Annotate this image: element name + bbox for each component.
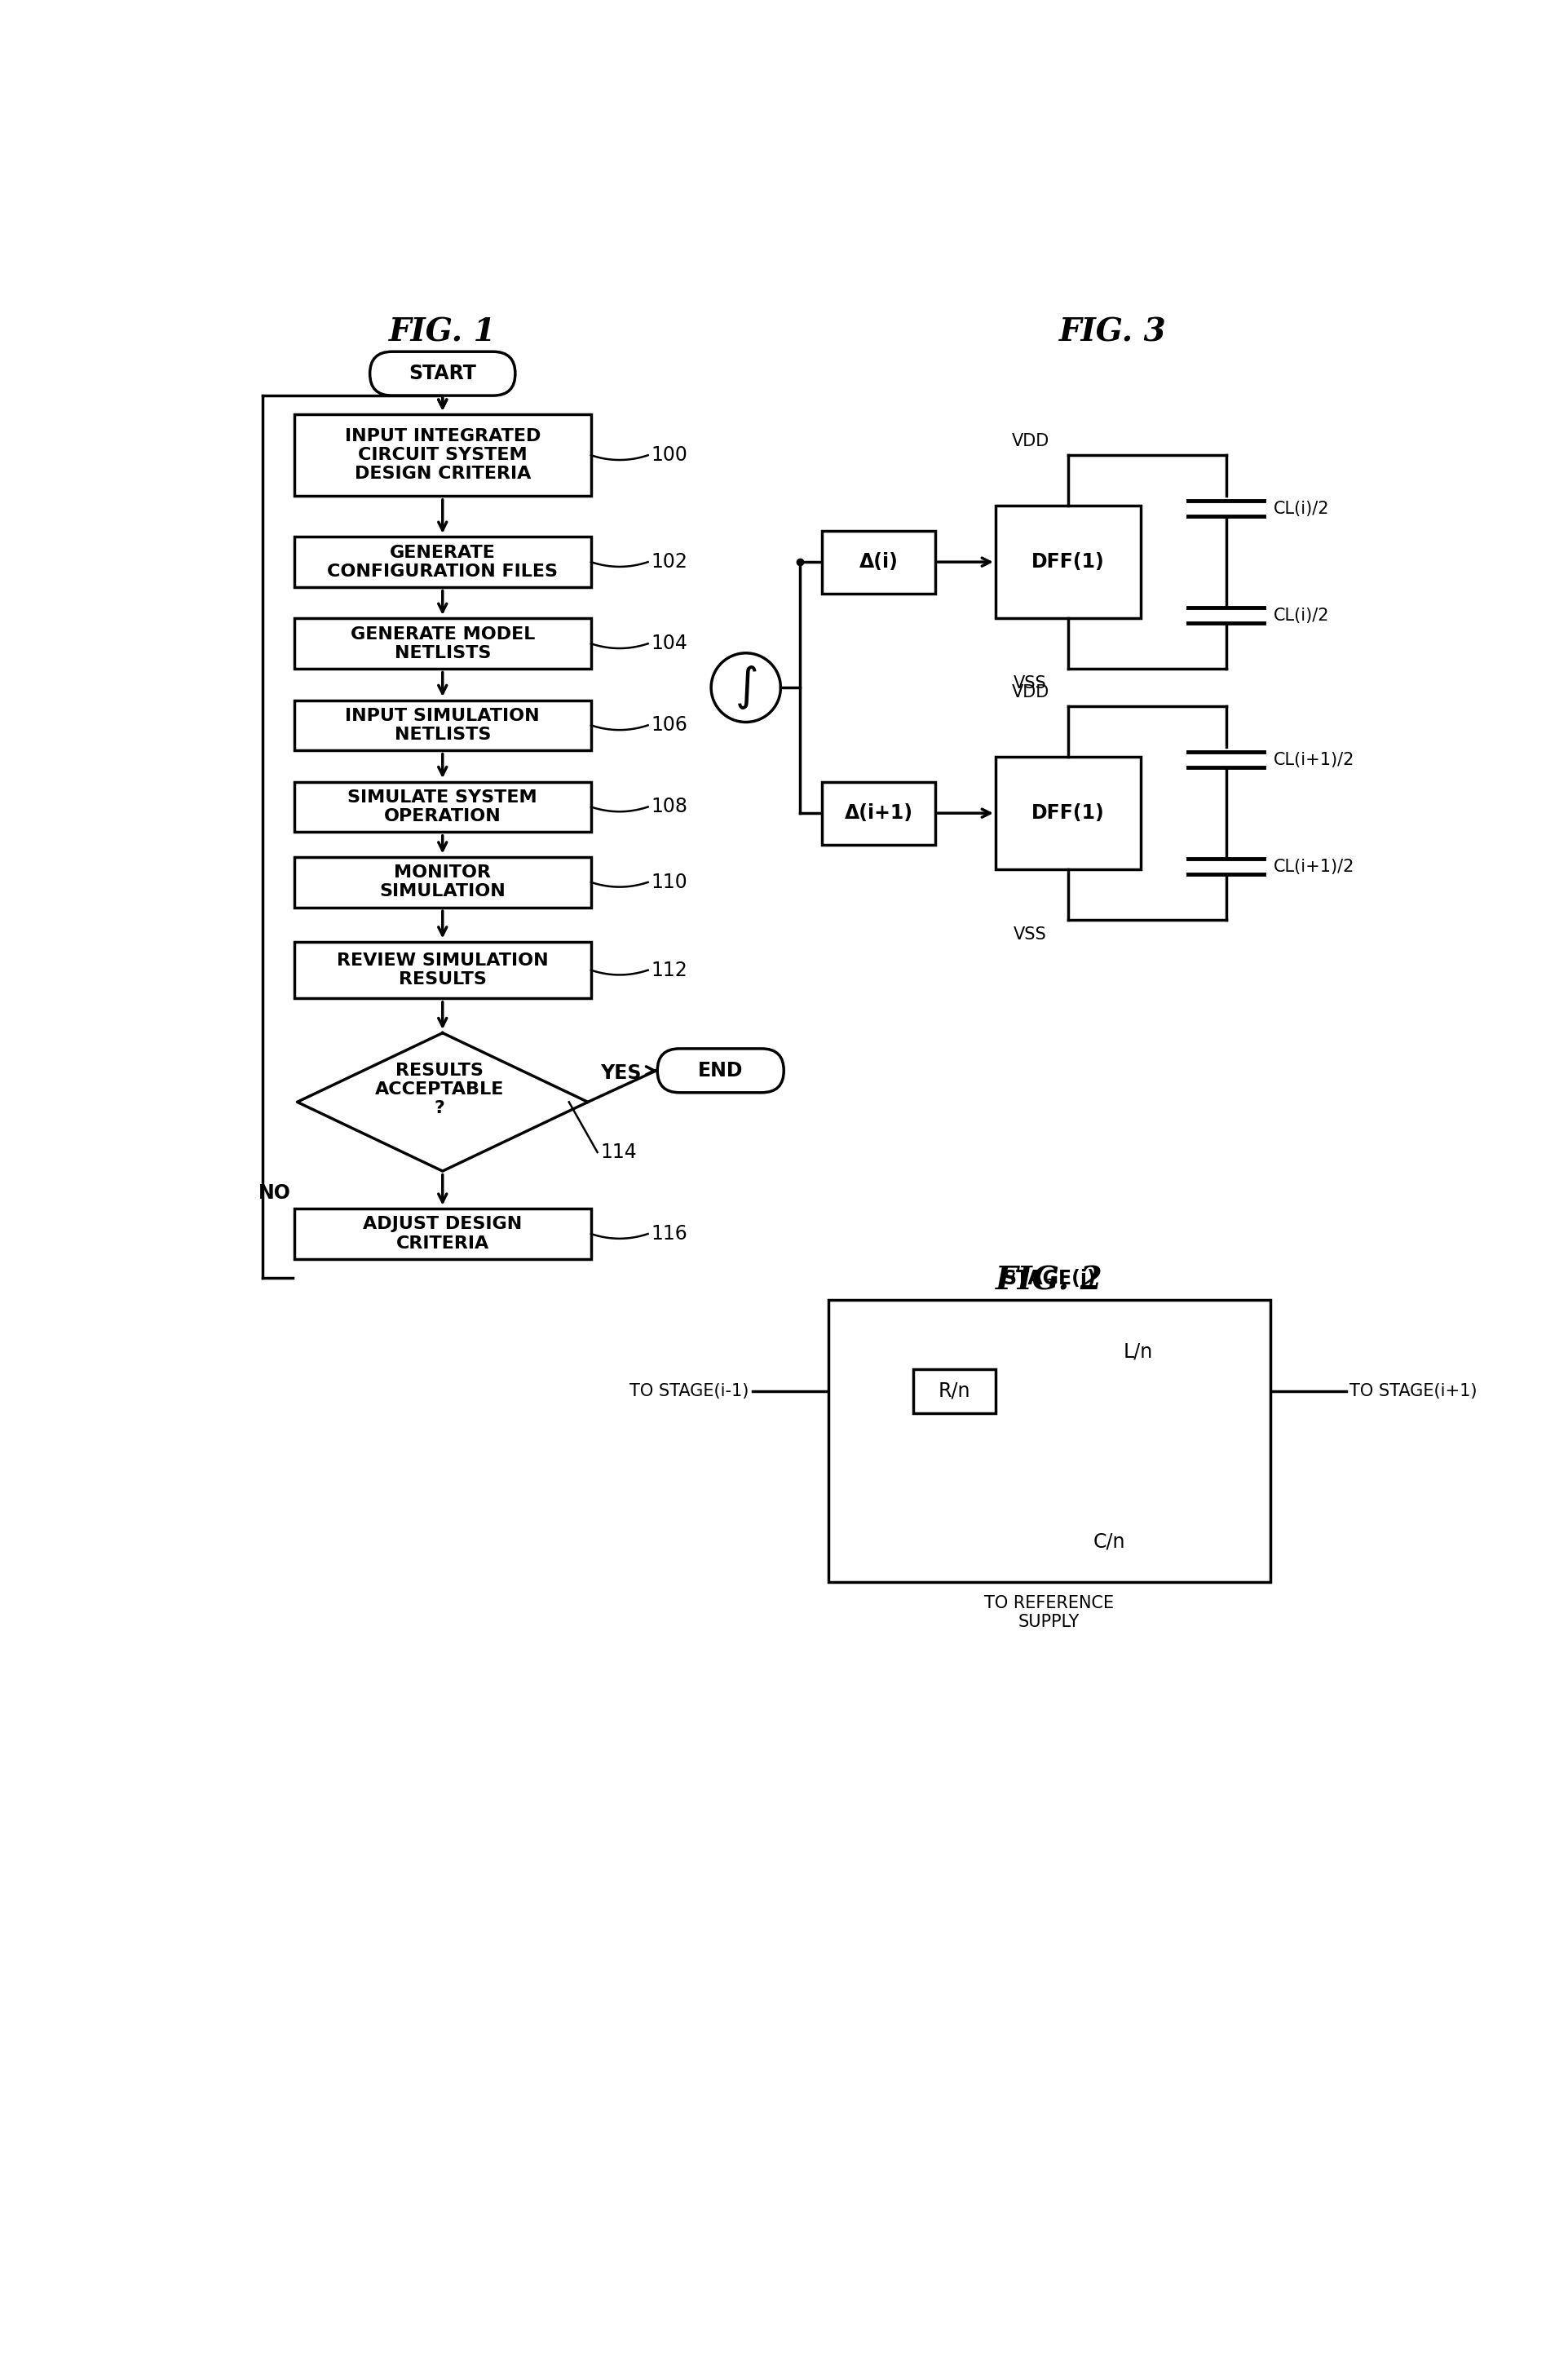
Text: VSS: VSS	[1013, 925, 1046, 942]
Bar	[913, 1369, 996, 1414]
Text: 104: 104	[651, 635, 687, 654]
Text: TO REFERENCE
SUPPLY: TO REFERENCE SUPPLY	[983, 1595, 1113, 1631]
Bar	[293, 942, 591, 998]
Text: END: END	[698, 1062, 743, 1081]
Text: CL(i+1)/2: CL(i+1)/2	[1273, 750, 1353, 767]
Text: ADJUST DESIGN
CRITERIA: ADJUST DESIGN CRITERIA	[362, 1215, 522, 1251]
Text: CL(i+1)/2: CL(i+1)/2	[1273, 859, 1353, 876]
Text: CL(i)/2: CL(i)/2	[1273, 607, 1328, 623]
Text: TO STAGE(i+1): TO STAGE(i+1)	[1348, 1383, 1475, 1399]
Text: FIG. 2: FIG. 2	[996, 1265, 1102, 1296]
Bar	[293, 618, 591, 668]
Bar	[293, 781, 591, 833]
Text: MONITOR
SIMULATION: MONITOR SIMULATION	[379, 864, 505, 899]
Text: NO: NO	[259, 1185, 290, 1204]
Text: VDD: VDD	[1011, 432, 1049, 448]
Text: C/n: C/n	[1093, 1532, 1126, 1551]
Text: CL(i)/2: CL(i)/2	[1273, 500, 1328, 517]
Bar	[822, 531, 935, 592]
Text: DFF(1): DFF(1)	[1032, 552, 1104, 571]
Text: 108: 108	[651, 798, 687, 817]
Text: 102: 102	[651, 552, 687, 571]
Text: VDD: VDD	[1011, 684, 1049, 701]
Text: 116: 116	[651, 1225, 687, 1244]
Text: SIMULATE SYSTEM
OPERATION: SIMULATE SYSTEM OPERATION	[348, 788, 538, 824]
Text: $\int$: $\int$	[734, 663, 757, 710]
Text: TO STAGE(i-1): TO STAGE(i-1)	[629, 1383, 748, 1399]
Text: FIG. 3: FIG. 3	[1058, 316, 1165, 347]
FancyBboxPatch shape	[370, 352, 514, 396]
Bar	[293, 857, 591, 906]
Text: FIG. 1: FIG. 1	[389, 316, 495, 347]
Bar	[293, 415, 591, 496]
Text: DFF(1): DFF(1)	[1032, 802, 1104, 824]
Text: 110: 110	[651, 873, 687, 892]
Bar	[996, 758, 1140, 871]
Text: START: START	[409, 363, 477, 382]
Text: Δ(i): Δ(i)	[859, 552, 897, 571]
Text: YES: YES	[601, 1064, 641, 1083]
Text: VSS: VSS	[1013, 675, 1046, 691]
Bar	[828, 1300, 1270, 1581]
Text: STAGE(i): STAGE(i)	[1002, 1270, 1096, 1289]
Bar	[293, 701, 591, 750]
Text: GENERATE MODEL
NETLISTS: GENERATE MODEL NETLISTS	[350, 625, 535, 661]
Text: RESULTS
ACCEPTABLE
?: RESULTS ACCEPTABLE ?	[375, 1062, 503, 1116]
Bar	[293, 1208, 591, 1258]
Bar	[293, 536, 591, 588]
Text: REVIEW SIMULATION
RESULTS: REVIEW SIMULATION RESULTS	[337, 953, 549, 989]
Text: INPUT INTEGRATED
CIRCUIT SYSTEM
DESIGN CRITERIA: INPUT INTEGRATED CIRCUIT SYSTEM DESIGN C…	[345, 427, 541, 481]
Bar	[822, 781, 935, 845]
Text: GENERATE
CONFIGURATION FILES: GENERATE CONFIGURATION FILES	[328, 545, 558, 581]
Polygon shape	[296, 1034, 588, 1171]
Bar	[996, 505, 1140, 618]
Text: 106: 106	[651, 715, 687, 734]
Text: L/n: L/n	[1123, 1343, 1152, 1362]
Text: INPUT SIMULATION
NETLISTS: INPUT SIMULATION NETLISTS	[345, 708, 539, 743]
Text: Δ(i+1): Δ(i+1)	[844, 802, 913, 824]
FancyBboxPatch shape	[657, 1048, 784, 1093]
Text: 114: 114	[601, 1142, 637, 1161]
Text: 100: 100	[651, 446, 687, 465]
Text: 112: 112	[651, 961, 687, 979]
Text: R/n: R/n	[938, 1381, 971, 1399]
